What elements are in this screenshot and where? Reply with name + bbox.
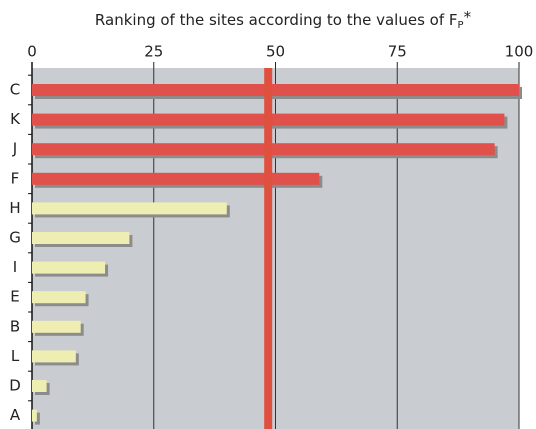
title-main: Ranking of the sites according to the va… xyxy=(95,11,458,29)
y-tick-label: D xyxy=(9,377,21,395)
y-tick-label: B xyxy=(10,317,20,335)
title-suffix: * xyxy=(464,8,472,26)
bar xyxy=(32,172,320,185)
bar xyxy=(32,409,37,422)
bar xyxy=(32,232,130,244)
x-tick-label: 75 xyxy=(388,43,407,61)
bar xyxy=(32,350,76,363)
chart-title: Ranking of the sites according to the va… xyxy=(95,8,472,32)
bar xyxy=(32,261,106,274)
y-tick-label: J xyxy=(12,140,17,158)
y-tick-label: A xyxy=(10,406,21,424)
y-tick-label: G xyxy=(9,229,21,247)
bar xyxy=(32,380,47,392)
y-tick-label: K xyxy=(10,110,21,128)
bar xyxy=(32,202,227,215)
y-tick-label: E xyxy=(10,288,19,306)
y-tick-label: F xyxy=(11,169,20,187)
bar xyxy=(32,291,86,304)
x-tick-label: 0 xyxy=(27,43,37,61)
y-tick-label: H xyxy=(9,199,20,217)
bar xyxy=(32,84,519,96)
x-tick-label: 25 xyxy=(144,43,163,61)
bar-shadow xyxy=(35,412,40,425)
title-subscript: P xyxy=(458,20,464,31)
bar xyxy=(32,320,81,333)
y-tick-label: C xyxy=(10,81,20,99)
bar xyxy=(32,143,495,156)
y-tick-label: L xyxy=(11,347,20,365)
x-tick-label: 50 xyxy=(266,43,285,61)
x-tick-label: 100 xyxy=(505,43,534,61)
y-tick-label: I xyxy=(13,258,17,276)
